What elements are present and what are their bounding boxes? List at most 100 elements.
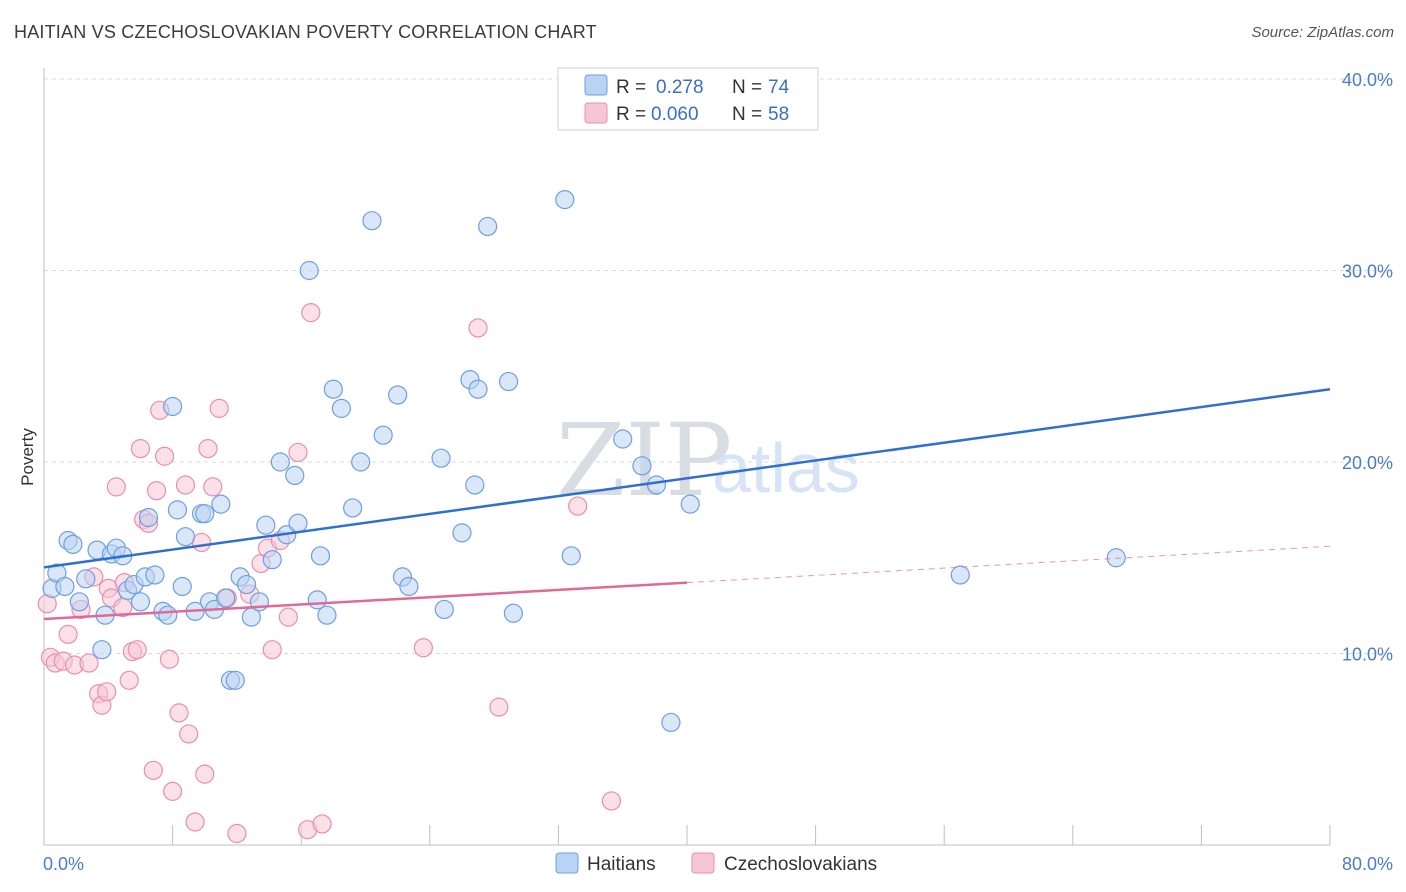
haitian-point: [262, 550, 282, 570]
haitian-point: [285, 465, 305, 486]
y-tick-label: 20.0%: [1342, 453, 1393, 473]
czechoslovakian-point: [568, 496, 588, 516]
czechoslovakian-point: [288, 442, 308, 463]
haitian-point: [503, 603, 523, 623]
haitian-point: [317, 605, 337, 625]
haitian-point: [175, 527, 196, 547]
legend-r-label-czechoslovakians: R =: [616, 104, 646, 125]
y-tick-labels: 10.0% 20.0% 30.0% 40.0%: [1342, 70, 1393, 665]
grid-lines: [44, 78, 1395, 654]
series-legend-czechoslovakians: Czechoslovakians: [724, 854, 877, 875]
haitian-point: [388, 385, 408, 405]
czechoslovakian-point: [159, 649, 179, 669]
czechoslovakian-point: [185, 812, 205, 832]
legend-r-value-czechoslovakians: 0.060: [651, 104, 699, 125]
haitian-point: [172, 576, 192, 597]
haitian-trend-line: [43, 387, 1331, 569]
x-tick-label-min: 0.0%: [43, 854, 84, 874]
haitian-point: [646, 475, 667, 495]
haitian-point: [452, 523, 472, 543]
haitian-point: [431, 448, 451, 468]
haitian-point: [167, 500, 188, 520]
haitian-point: [310, 546, 331, 566]
haitian-point: [211, 494, 231, 514]
haitian-points: [42, 190, 1126, 733]
haitian-point: [130, 592, 151, 612]
haitian-point: [138, 507, 159, 528]
haitian-point: [225, 670, 245, 690]
y-tick-label: 10.0%: [1342, 645, 1393, 665]
haitian-point: [1106, 548, 1126, 568]
czechoslovakian-point: [179, 724, 199, 744]
czechoslovakian-point: [312, 814, 332, 834]
czechoslovakian-point: [146, 481, 167, 501]
haitian-point: [343, 498, 363, 518]
haitian-point: [256, 515, 276, 535]
czechoslovakian-trend-line-extrapolated: [686, 545, 1331, 584]
legend-r-label-haitians: R =: [616, 77, 646, 98]
legend-r-value-haitians: 0.278: [656, 77, 704, 98]
haitian-point: [680, 494, 700, 514]
czechoslovakian-point: [489, 697, 509, 717]
czechoslovakian-point: [169, 703, 189, 723]
haitian-point: [236, 574, 257, 595]
haitian-point: [158, 605, 178, 625]
czechoslovakian-point: [601, 791, 622, 811]
haitian-point: [76, 569, 96, 589]
haitian-point: [331, 398, 351, 418]
chart-title: HAITIAN VS CZECHOSLOVAKIAN POVERTY CORRE…: [14, 22, 597, 42]
czechoslovakian-point: [106, 477, 126, 497]
axes: [43, 68, 1331, 846]
watermark: ZIP atlas: [556, 402, 860, 519]
x-tick-label-max: 80.0%: [1342, 854, 1393, 874]
czechoslovakian-point: [130, 438, 151, 459]
haitian-point: [195, 504, 215, 524]
y-tick-label: 30.0%: [1342, 262, 1393, 282]
czechoslovakian-point: [203, 477, 223, 497]
haitian-point: [468, 379, 488, 399]
haitian-point: [270, 452, 290, 472]
czechoslovakian-point: [195, 764, 215, 784]
series-legend: Haitians Czechoslovakians: [555, 852, 877, 875]
haitian-point: [351, 452, 371, 472]
czechoslovakian-point: [97, 682, 117, 702]
haitian-point: [465, 475, 485, 495]
correlation-legend: R = 0.278 N = 74 R = 0.060 N = 58: [557, 67, 819, 131]
haitian-point: [55, 576, 75, 597]
source-label: Source: ZipAtlas.com: [1251, 24, 1394, 41]
czechoslovakian-point: [163, 781, 183, 801]
haitian-point: [145, 565, 165, 585]
czechoslovakian-point: [209, 398, 229, 418]
czechoslovakian-point: [301, 303, 321, 323]
haitian-point: [478, 216, 498, 237]
haitian-point: [399, 576, 419, 597]
czechoslovakian-point: [127, 640, 147, 660]
haitian-point: [216, 588, 236, 608]
watermark-atlas: atlas: [712, 429, 860, 507]
haitian-point: [299, 260, 319, 281]
czechoslovakian-point: [413, 638, 433, 658]
haitian-point: [163, 396, 183, 417]
haitian-point: [613, 429, 633, 449]
legend-n-value-haitians: 74: [768, 77, 790, 98]
series-legend-swatch-czechoslovakians: [691, 852, 715, 874]
haitian-point: [434, 599, 454, 620]
haitian-point: [950, 565, 970, 585]
legend-swatch-haitians: [584, 74, 608, 96]
haitian-point: [92, 640, 112, 660]
legend-n-label-czechoslovakians: N =: [732, 104, 762, 125]
trend-lines: [43, 387, 1331, 621]
haitian-point: [307, 590, 327, 610]
legend-n-value-czechoslovakians: 58: [768, 104, 789, 125]
haitian-point: [69, 592, 89, 612]
y-tick-label: 40.0%: [1342, 70, 1393, 90]
haitian-point: [63, 534, 83, 554]
czechoslovakian-point: [227, 823, 247, 844]
legend-swatch-czechoslovakians: [584, 102, 608, 124]
haitian-point: [498, 371, 519, 392]
czechoslovakian-point: [278, 607, 298, 627]
haitian-point: [661, 712, 681, 733]
czechoslovakian-point: [154, 446, 175, 466]
czechoslovakian-point: [79, 653, 99, 673]
